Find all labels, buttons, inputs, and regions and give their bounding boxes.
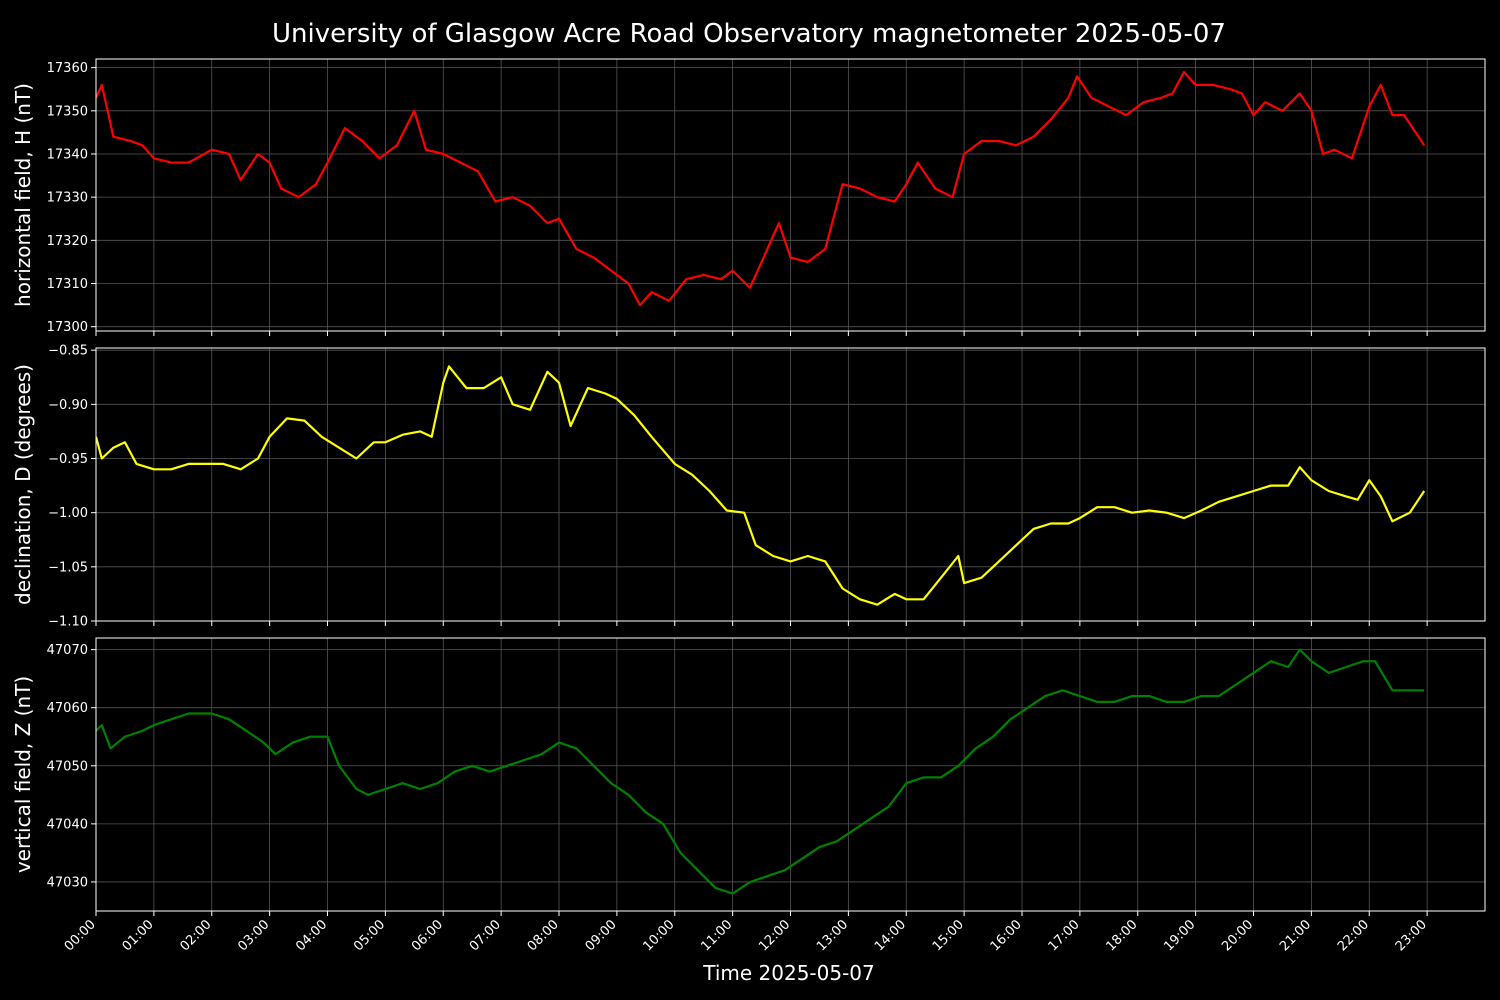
vertical-field-ytick-label-2: 47050: [47, 759, 88, 774]
horizontal-field-ytick-label-4: 17340: [47, 147, 88, 162]
declination-ytick-label-2: −1.00: [48, 506, 88, 521]
declination-ytick-label-4: −0.90: [48, 398, 88, 413]
declination-ytick-label-1: −1.05: [48, 560, 88, 575]
vertical-field-ytick-label-3: 47060: [47, 701, 88, 716]
figure-title: University of Glasgow Acre Road Observat…: [272, 19, 1226, 49]
horizontal-field-ytick-label-0: 17300: [47, 320, 88, 335]
horizontal-field-panel: 17300 17310 17320 17330 17340 17350 17360 horiz…: [11, 58, 1486, 336]
declination-ytick-label-5: −0.85: [48, 344, 88, 359]
horizontal-field-y-axis-label: horizontal field, H (nT): [11, 83, 35, 307]
declination-ytick-label-3: −0.95: [48, 452, 88, 467]
vertical-field-frame: [95, 637, 1486, 912]
declination-ytick-label-0: −1.10: [48, 615, 88, 630]
horizontal-field-ytick-label-6: 17360: [47, 61, 88, 76]
horizontal-field-ytick-label-1: 17310: [47, 277, 88, 292]
vertical-field-ytick-label-4: 47070: [47, 643, 88, 658]
declination-panel: −1.10 −1.05 −1.00 −0.95 −0.90 −0.85 declinatio…: [11, 344, 1486, 630]
vertical-field-ytick-label-0: 47030: [47, 875, 88, 890]
vertical-field-series-line: [96, 648, 1425, 895]
declination-frame: [95, 347, 1486, 622]
vertical-field-y-axis-label: vertical field, Z (nT): [11, 676, 35, 873]
declination-y-axis-label: declination, D (degrees): [11, 364, 35, 605]
horizontal-field-series-line: [96, 70, 1426, 307]
horizontal-field-ytick-label-3: 17330: [47, 191, 88, 206]
horizontal-field-frame: [95, 58, 1486, 332]
x-axis-label: Time 2025-05-07: [702, 961, 875, 985]
horizontal-field-ytick-label-2: 17320: [47, 234, 88, 249]
vertical-field-ytick-label-1: 47040: [47, 817, 88, 832]
horizontal-field-ytick-label-5: 17350: [47, 104, 88, 119]
declination-series-line: [96, 365, 1426, 606]
